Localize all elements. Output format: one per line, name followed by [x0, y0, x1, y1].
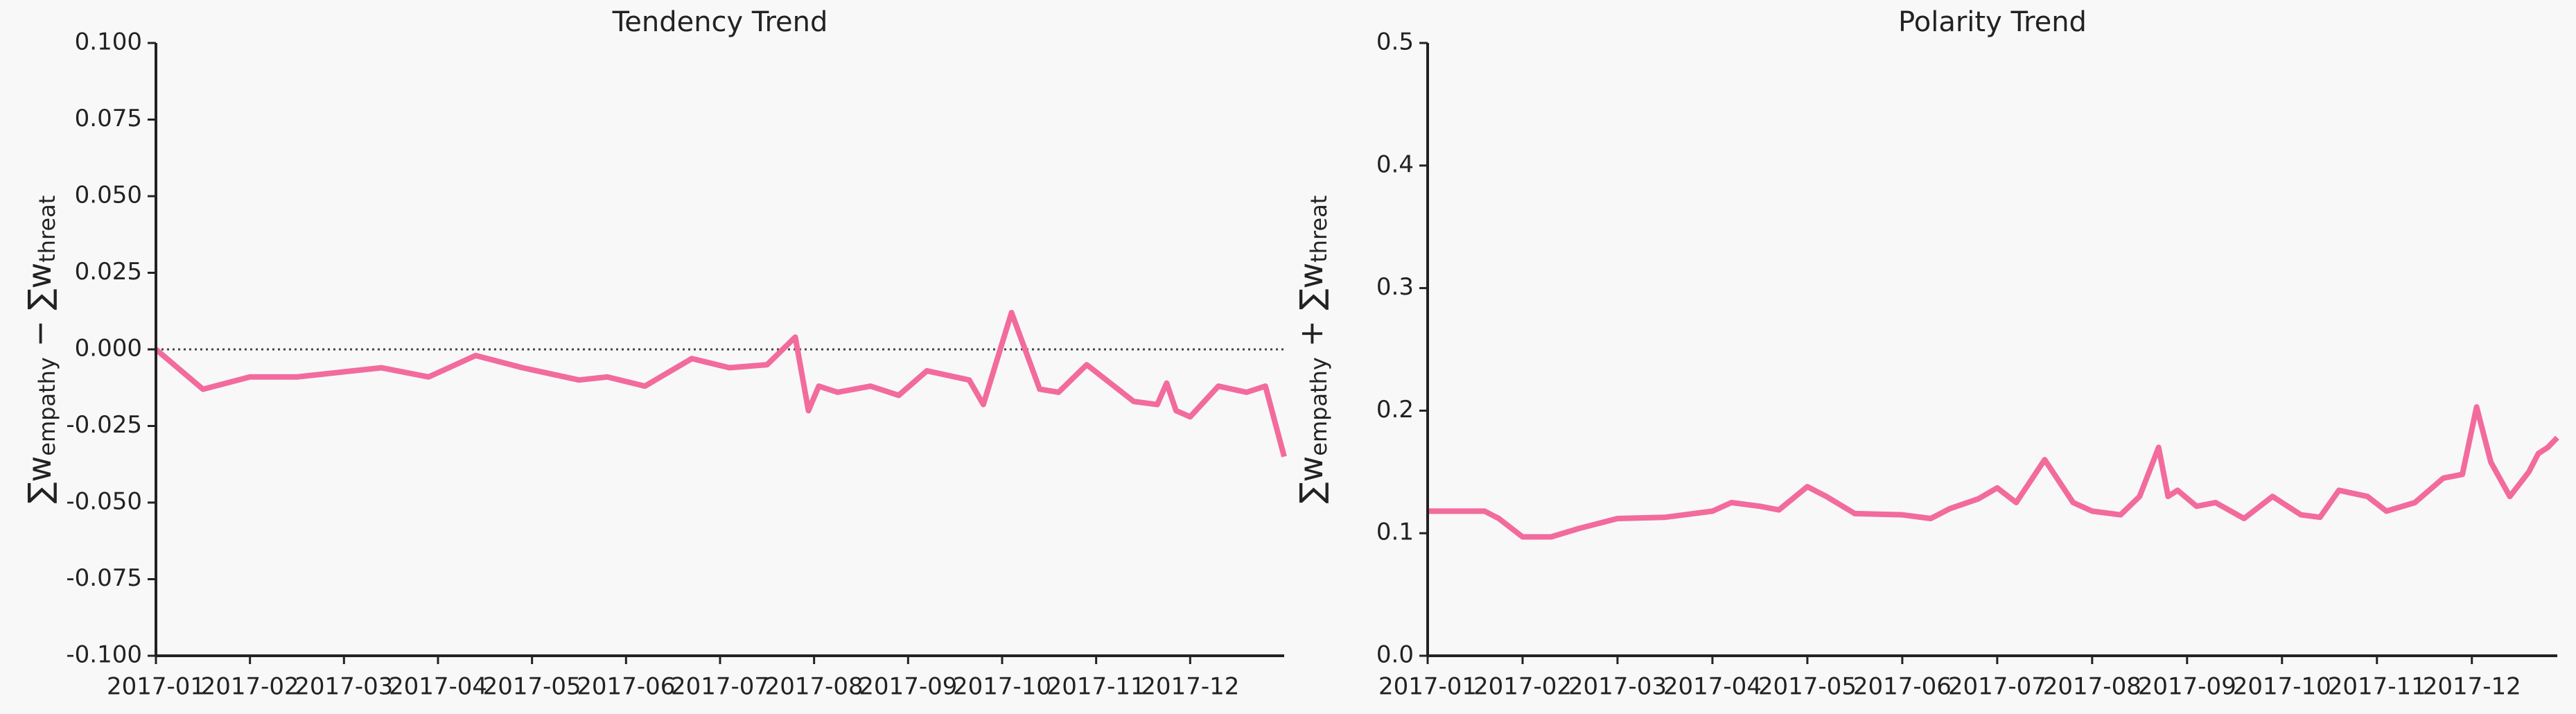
- x-tick-label: 2017-11: [1047, 673, 1146, 701]
- y-tick-label: -0.050: [66, 488, 142, 516]
- trend-line: [154, 309, 1287, 458]
- x-tick-label: 2017-08: [765, 673, 864, 701]
- x-tick-label: 2017-04: [1663, 673, 1762, 701]
- x-tick-label: 2017-09: [859, 673, 957, 701]
- trend-line: [1428, 404, 2559, 540]
- x-tick-label: 2017-09: [2138, 673, 2236, 701]
- y-tick-label: 0.5: [1376, 28, 1414, 56]
- chart-title: Tendency Trend: [612, 6, 828, 38]
- y-tick-label: 0.075: [75, 105, 142, 132]
- x-tick-label: 2017-10: [953, 673, 1051, 701]
- x-tick-label: 2017-02: [201, 673, 299, 701]
- x-tick-label: 2017-11: [2328, 673, 2426, 701]
- x-tick-label: 2017-10: [2233, 673, 2331, 701]
- x-tick-label: 2017-08: [2043, 673, 2141, 701]
- y-tick-label: 0.025: [75, 258, 142, 286]
- x-tick-label: 2017-07: [1948, 673, 2047, 701]
- y-tick-label: 0.3: [1376, 273, 1414, 301]
- x-tick-label: 2017-06: [577, 673, 675, 701]
- x-tick-label: 2017-05: [483, 673, 581, 701]
- x-tick-label: 2017-12: [1141, 673, 1239, 701]
- y-tick-label: 0.050: [75, 182, 142, 209]
- y-tick-label: 0.0: [1376, 641, 1414, 669]
- y-tick-label: 0.2: [1376, 396, 1414, 424]
- x-tick-label: 2017-04: [389, 673, 487, 701]
- y-axis-label-part: + ∑w: [1293, 263, 1330, 357]
- y-axis-label-part: threat: [34, 195, 60, 263]
- y-tick-label: 0.000: [75, 335, 142, 363]
- y-axis-label-part: empathy: [34, 357, 60, 456]
- chart-title: Polarity Trend: [1898, 6, 2087, 38]
- y-tick-label: 0.4: [1376, 150, 1414, 178]
- y-tick-label: 0.1: [1376, 519, 1414, 546]
- x-tick-label: 2017-12: [2423, 673, 2521, 701]
- y-tick-label: 0.100: [75, 28, 142, 56]
- x-tick-label: 2017-02: [1473, 673, 1572, 701]
- y-axis-label: ∑wempathy + ∑wthreat: [1293, 195, 1333, 504]
- y-tick-label: -0.025: [66, 411, 142, 439]
- y-axis-label: ∑wempathy − ∑wthreat: [21, 195, 61, 504]
- y-axis-label-part: ∑w: [1293, 456, 1330, 504]
- x-tick-label: 2017-06: [1853, 673, 1952, 701]
- x-tick-label: 2017-03: [295, 673, 393, 701]
- y-axis-label-part: − ∑w: [21, 263, 58, 357]
- x-tick-label: 2017-03: [1568, 673, 1667, 701]
- y-axis-label-part: threat: [1306, 195, 1332, 263]
- x-tick-label: 2017-01: [1378, 673, 1477, 701]
- y-tick-label: -0.100: [66, 641, 142, 669]
- x-tick-label: 2017-01: [107, 673, 205, 701]
- x-tick-label: 2017-05: [1758, 673, 1857, 701]
- y-axis-label-part: empathy: [1306, 357, 1332, 456]
- y-tick-label: -0.075: [66, 564, 142, 592]
- y-axis-label-part: ∑w: [21, 456, 58, 504]
- x-tick-label: 2017-07: [671, 673, 769, 701]
